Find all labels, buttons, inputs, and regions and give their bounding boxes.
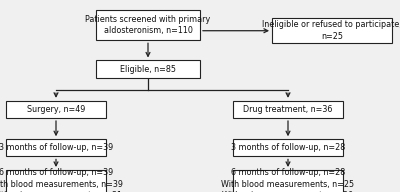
FancyBboxPatch shape	[6, 170, 106, 192]
Text: 6 months of follow-up, n=39
With blood measurements, n=39
With urine measurement: 6 months of follow-up, n=39 With blood m…	[0, 168, 122, 192]
FancyBboxPatch shape	[96, 60, 200, 78]
FancyBboxPatch shape	[6, 101, 106, 118]
Text: Eligible, n=85: Eligible, n=85	[120, 65, 176, 74]
Text: Ineligible or refused to participate,
n=25: Ineligible or refused to participate, n=…	[262, 21, 400, 41]
FancyBboxPatch shape	[272, 18, 392, 43]
FancyBboxPatch shape	[233, 170, 343, 192]
Text: 3 months of follow-up, n=28: 3 months of follow-up, n=28	[231, 143, 345, 152]
FancyBboxPatch shape	[96, 10, 200, 40]
Text: Surgery, n=49: Surgery, n=49	[27, 105, 85, 114]
Text: Patients screened with primary
aldosteronism, n=110: Patients screened with primary aldostero…	[85, 15, 211, 35]
FancyBboxPatch shape	[233, 101, 343, 118]
FancyBboxPatch shape	[6, 139, 106, 156]
Text: 3 months of follow-up, n=39: 3 months of follow-up, n=39	[0, 143, 113, 152]
Text: Drug treatment, n=36: Drug treatment, n=36	[243, 105, 333, 114]
FancyBboxPatch shape	[233, 139, 343, 156]
Text: 6 months of follow-up, n=28
With blood measurements, n=25
With urine measurement: 6 months of follow-up, n=28 With blood m…	[222, 168, 354, 192]
